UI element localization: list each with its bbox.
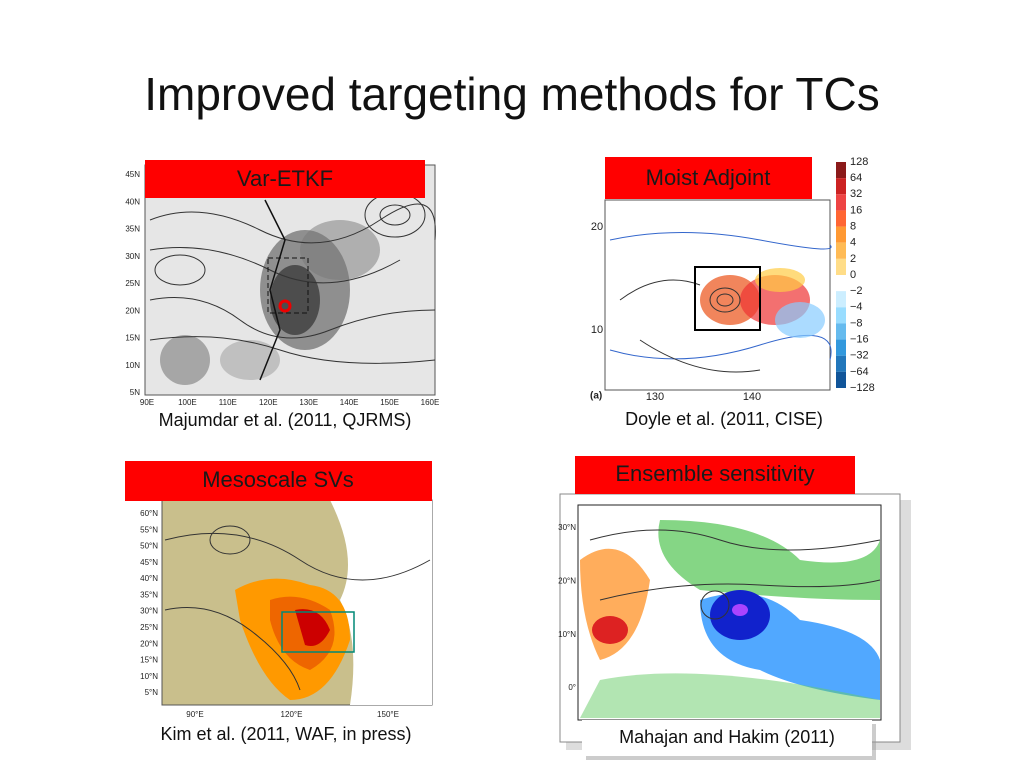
lon-label: 90E [140, 398, 154, 407]
map-ensemble-sensitivity [559, 493, 911, 750]
colorbar-label: −2 [850, 285, 863, 297]
map-moist-adjoint [604, 199, 832, 391]
lat-label: 25°N [140, 623, 158, 632]
lon-label: 90°E [186, 710, 203, 719]
lat-label: 20 [591, 221, 603, 233]
caption-box [582, 720, 872, 756]
panel-caption: Doyle et al. (2011, CISE) [625, 409, 823, 429]
colorbar-cell [836, 307, 846, 324]
panel-caption: Kim et al. (2011, WAF, in press) [160, 724, 411, 744]
colorbar-label: 8 [850, 220, 856, 232]
lat-label: 45°N [140, 558, 158, 567]
lat-label: 20N [125, 306, 140, 315]
lat-label: 10N [125, 361, 140, 370]
colorbar-cell [836, 371, 846, 388]
colorbar-label: −32 [850, 350, 869, 362]
lat-label: 0° [568, 683, 576, 692]
colorbar-label: −128 [850, 382, 875, 394]
lat-label: 45N [125, 170, 140, 179]
lon-label: 100E [178, 398, 197, 407]
panel-heading: Moist Adjoint [646, 165, 771, 190]
panel-heading: Var-ETKF [237, 166, 333, 191]
colorbar-cell [836, 194, 846, 211]
colorbar-cell [836, 339, 846, 356]
map-mesoscale-svs [161, 499, 433, 706]
lat-label: 25N [125, 279, 140, 288]
colorbar-label: −8 [850, 317, 863, 329]
panel-heading: Mesoscale SVs [202, 467, 354, 492]
lon-label: 150E [380, 398, 399, 407]
lat-label: 5N [130, 388, 140, 397]
heading-box [125, 461, 432, 501]
colorbar-label: 0 [850, 269, 856, 281]
colorbar-label: 4 [850, 237, 856, 249]
colorbar-cell [836, 226, 846, 243]
lat-label: 50°N [140, 542, 158, 551]
lat-label: 5°N [145, 688, 159, 697]
heading-box [575, 456, 855, 494]
lat-label: 40N [125, 197, 140, 206]
colorbar-cell [836, 242, 846, 259]
colorbar-label: 16 [850, 204, 862, 216]
lat-label: 10 [591, 324, 603, 336]
lat-label: 30°N [558, 523, 576, 532]
lon-label: 120E [259, 398, 278, 407]
panel-caption: Mahajan and Hakim (2011) [619, 727, 835, 747]
lat-label: 15°N [140, 656, 158, 665]
colorbar-cell [836, 275, 846, 292]
panel-caption: Majumdar et al. (2011, QJRMS) [159, 410, 412, 430]
lon-label: 120°E [281, 710, 303, 719]
colorbar-cell [836, 258, 846, 275]
colorbar-label: 128 [850, 156, 868, 168]
lon-label: 140 [743, 391, 761, 403]
colorbar-cell [836, 291, 846, 308]
lon-label: 140E [340, 398, 359, 407]
heading-box [145, 160, 425, 198]
colorbar-label: 32 [850, 188, 862, 200]
lat-label: 30°N [140, 607, 158, 616]
colorbar-cell [836, 323, 846, 340]
colorbar: 128 64 32 16 8 4 2 0 −2 −4 −8 −16 −32 −64 −128 [836, 156, 875, 394]
lon-label: 150°E [377, 710, 399, 719]
slide-title: Improved targeting methods for TCs [144, 68, 879, 120]
lat-label: 35°N [140, 590, 158, 599]
colorbar-label: −16 [850, 333, 869, 345]
colorbar-cell [836, 210, 846, 227]
lat-label: 30N [125, 252, 140, 261]
colorbar-cell [836, 162, 846, 179]
panel-label: (a) [590, 391, 602, 402]
colorbar-label: −64 [850, 366, 869, 378]
lon-label: 130E [299, 398, 318, 407]
lat-label: 10°N [140, 672, 158, 681]
lat-label: 60°N [140, 509, 158, 518]
lon-label: 130 [646, 391, 664, 403]
colorbar-cell [836, 178, 846, 195]
colorbar-label: 2 [850, 253, 856, 265]
colorbar-cell [836, 355, 846, 372]
lat-label: 55°N [140, 525, 158, 534]
lat-label: 10°N [558, 630, 576, 639]
heading-box [605, 157, 812, 199]
map-var-etkf [144, 164, 436, 396]
lat-label: 20°N [140, 639, 158, 648]
lon-label: 160E [421, 398, 440, 407]
colorbar-label: −4 [850, 301, 863, 313]
lat-label: 35N [125, 225, 140, 234]
lat-label: 20°N [558, 576, 576, 585]
colorbar-label: 64 [850, 172, 862, 184]
lat-label: 40°N [140, 574, 158, 583]
lon-label: 110E [219, 398, 237, 407]
panel-heading: Ensemble sensitivity [615, 461, 814, 486]
lat-label: 15N [125, 334, 140, 343]
